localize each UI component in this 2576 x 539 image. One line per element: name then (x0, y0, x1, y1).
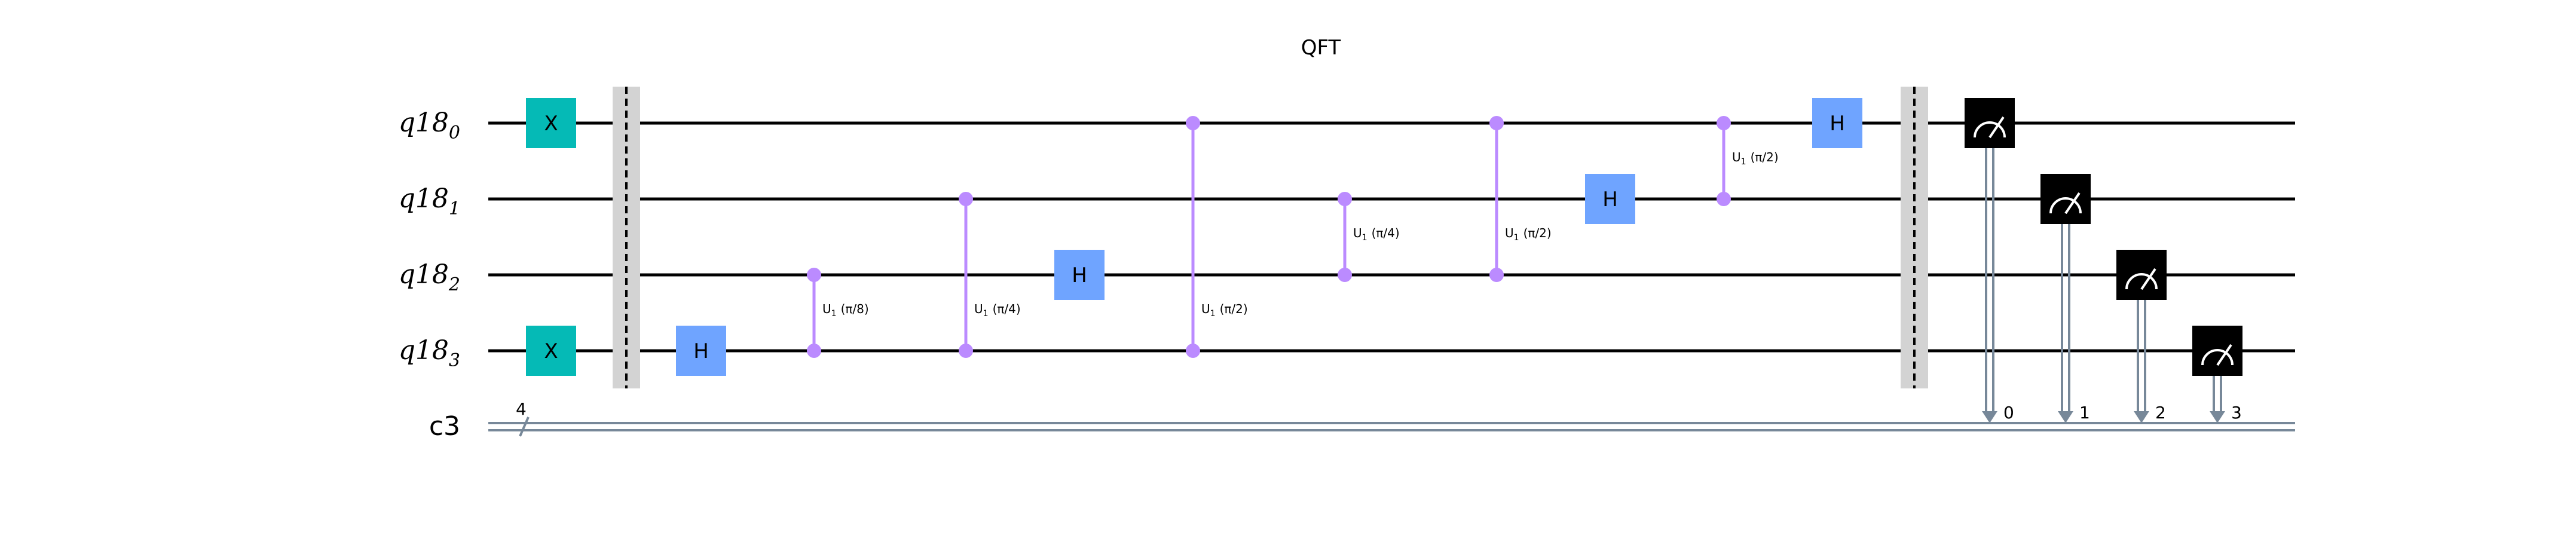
control-dot (1186, 116, 1200, 130)
x-gate-q0 (526, 98, 576, 148)
h-gate-q1 (1585, 174, 1635, 224)
measure-bit-1: 1 (2079, 403, 2090, 422)
cphase-pi8-q2-q3: U1 (π/8) (807, 268, 869, 358)
x-gates: X X (526, 98, 576, 376)
measure-arrow (2210, 411, 2225, 423)
measure-q0: 0 (1965, 98, 2015, 423)
qubit-label-3: q183 (399, 335, 460, 371)
control-dot (1717, 116, 1731, 130)
x-gate-q3-label: X (544, 339, 558, 363)
meter-icon (2049, 197, 2082, 214)
control-dot (1489, 116, 1504, 130)
barrier-1 (613, 87, 640, 388)
classical-wire (488, 422, 2295, 431)
control-dot (1717, 192, 1731, 206)
h-gate-q2 (1054, 250, 1105, 300)
cphase-pi2-q0-q3: U1 (π/2) (1186, 116, 1248, 358)
measure-bit-3: 3 (2231, 403, 2242, 422)
phase-label-6: U1 (π/2) (1732, 150, 1779, 167)
phase-label-4: U1 (π/4) (1353, 226, 1400, 243)
control-dot (807, 344, 821, 358)
qubit-labels: q180 q181 q182 q183 c3 (399, 108, 460, 442)
control-dot (959, 344, 973, 358)
control-dot (807, 268, 821, 282)
cphase-pi2-q0-q2: U1 (π/2) (1489, 116, 1552, 282)
h-gate-q3-label: H (693, 339, 709, 363)
h-gate-q0-label: H (1829, 112, 1845, 136)
qubit-label-0: q180 (399, 108, 460, 143)
phase-label-5: U1 (π/2) (1505, 226, 1552, 243)
phase-label-3: U1 (π/2) (1201, 302, 1248, 318)
bus-slash (519, 416, 530, 437)
cphase-pi4-q1-q2: U1 (π/4) (1338, 192, 1400, 282)
meter-icon (2125, 273, 2158, 290)
measure-q2: 2 (2116, 250, 2167, 423)
control-dot (959, 192, 973, 206)
meter-icon (2201, 349, 2234, 366)
x-gate-q0-label: X (544, 112, 558, 136)
measure-q3: 3 (2192, 326, 2242, 423)
meter-icon (1974, 121, 2006, 138)
measure-arrow (2058, 411, 2073, 423)
cphase-pi4-q1-q3: U1 (π/4) (959, 192, 1021, 358)
cphase-pi2-q0-q1: U1 (π/2) (1717, 116, 1779, 206)
circuit-title: QFT (1301, 36, 1341, 60)
creg-label: c3 (429, 411, 460, 442)
qubit-label-2: q182 (399, 259, 460, 295)
x-gate-q3 (526, 326, 576, 376)
control-dot (1186, 344, 1200, 358)
h-gate-q2-label: H (1072, 264, 1087, 287)
qubit-label-1: q181 (399, 183, 460, 219)
h-gate-q3 (676, 326, 726, 376)
control-dot (1338, 268, 1352, 282)
measure-arrow (1982, 411, 1997, 423)
control-dot (1338, 192, 1352, 206)
barrier-2 (1901, 87, 1928, 388)
measure-bit-2: 2 (2155, 403, 2166, 422)
measure-bit-0: 0 (2003, 403, 2014, 422)
h-gate-q1-label: H (1602, 188, 1618, 212)
control-dot (1489, 268, 1504, 282)
creg-width: 4 (516, 399, 527, 419)
phase-label-2: U1 (π/4) (974, 302, 1021, 318)
phase-label-1: U1 (π/8) (822, 302, 869, 318)
h-gate-q0 (1812, 98, 1862, 148)
measure-arrow (2134, 411, 2149, 423)
measure-q1: 1 (2040, 174, 2091, 423)
